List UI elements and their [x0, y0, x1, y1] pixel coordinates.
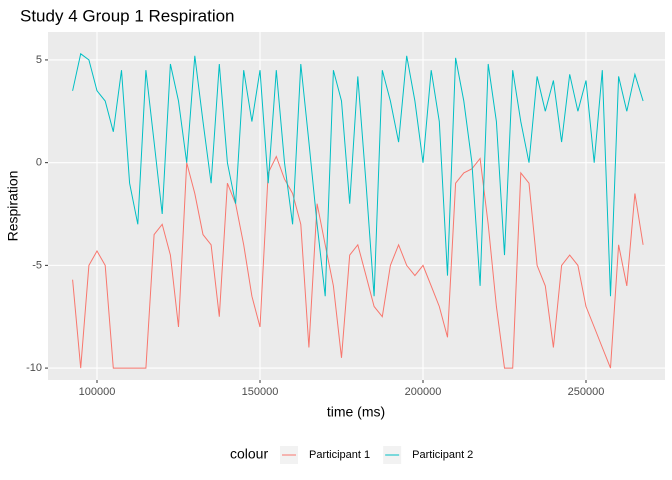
y-tick-label: 5	[36, 54, 42, 66]
y-tick-label: 0	[36, 157, 42, 169]
x-tick-label: 150000	[242, 386, 279, 398]
x-tick-label: 100000	[79, 386, 116, 398]
series-line	[72, 155, 644, 369]
legend-label: Participant 2	[412, 449, 473, 461]
panel	[48, 32, 665, 380]
x-tick-label: 200000	[405, 386, 442, 398]
legend-title: colour	[230, 446, 268, 462]
y-tick-label: -10	[26, 362, 42, 374]
series-line	[72, 52, 644, 297]
legend-label: Participant 1	[309, 449, 370, 461]
chart-title: Study 4 Group 1 Respiration	[20, 6, 235, 25]
x-tick-label: 250000	[568, 386, 605, 398]
x-axis-title: time (ms)	[327, 404, 385, 420]
y-tick-label: -5	[32, 259, 42, 271]
y-axis-title: Respiration	[5, 171, 21, 242]
